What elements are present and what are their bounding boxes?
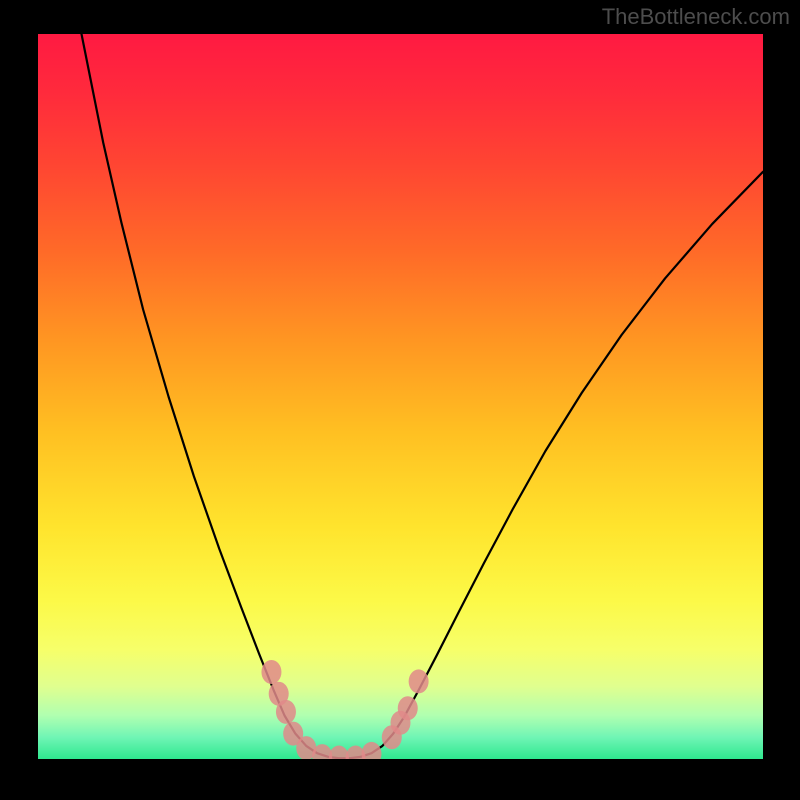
plot-area (38, 34, 763, 759)
watermark-text: TheBottleneck.com (602, 4, 790, 30)
marker-dot (276, 700, 296, 724)
bottleneck-curve (76, 34, 763, 758)
marker-dot (409, 669, 429, 693)
marker-dot (261, 660, 281, 684)
chart-svg (38, 34, 763, 759)
marker-dot (362, 742, 382, 759)
marker-dot (398, 696, 418, 720)
marker-group (261, 660, 428, 759)
